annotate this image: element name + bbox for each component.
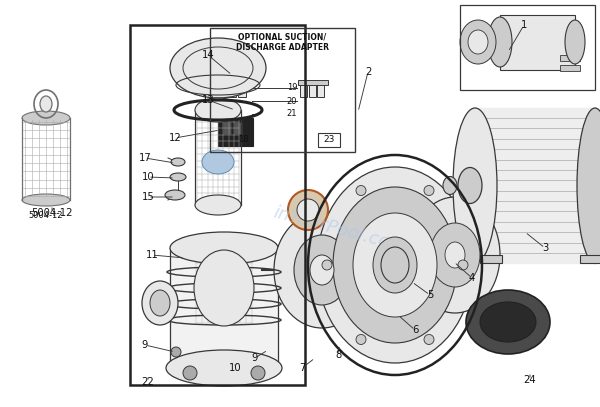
- Text: 17: 17: [139, 153, 151, 163]
- Ellipse shape: [458, 260, 468, 270]
- Ellipse shape: [170, 232, 278, 264]
- Bar: [560, 65, 580, 71]
- Ellipse shape: [424, 335, 434, 344]
- Bar: [238, 83, 246, 97]
- Text: 19: 19: [287, 83, 297, 92]
- Text: 14: 14: [202, 50, 214, 60]
- Text: 5004-12: 5004-12: [31, 208, 73, 218]
- Bar: [234, 122, 242, 134]
- Ellipse shape: [40, 96, 52, 112]
- Ellipse shape: [443, 177, 457, 195]
- Ellipse shape: [170, 173, 186, 181]
- Text: 10: 10: [229, 363, 241, 373]
- Ellipse shape: [183, 366, 197, 380]
- Ellipse shape: [480, 302, 536, 342]
- Ellipse shape: [565, 20, 585, 64]
- Ellipse shape: [458, 168, 482, 204]
- Bar: [210, 28, 355, 152]
- Ellipse shape: [468, 30, 488, 54]
- Text: 1: 1: [521, 20, 527, 30]
- Text: 10: 10: [142, 172, 154, 182]
- Text: inYourPool.com: inYourPool.com: [271, 204, 409, 256]
- Ellipse shape: [353, 213, 437, 317]
- Ellipse shape: [310, 255, 334, 285]
- Ellipse shape: [171, 347, 181, 357]
- Ellipse shape: [381, 247, 409, 283]
- Ellipse shape: [322, 260, 332, 270]
- Text: 22: 22: [142, 377, 154, 387]
- Bar: [309, 83, 316, 97]
- Ellipse shape: [251, 366, 265, 380]
- Ellipse shape: [195, 98, 241, 122]
- Ellipse shape: [294, 235, 350, 305]
- Ellipse shape: [166, 350, 282, 386]
- Ellipse shape: [356, 335, 366, 344]
- Bar: [218, 83, 226, 97]
- Text: 2: 2: [365, 67, 371, 77]
- Bar: [318, 133, 340, 147]
- Bar: [228, 83, 236, 97]
- Ellipse shape: [385, 252, 405, 278]
- Ellipse shape: [165, 190, 185, 200]
- Ellipse shape: [150, 290, 170, 316]
- Bar: [218, 118, 253, 146]
- Ellipse shape: [288, 190, 328, 230]
- Bar: [130, 25, 305, 385]
- Bar: [480, 255, 502, 263]
- Ellipse shape: [297, 199, 319, 221]
- Text: 5004-12: 5004-12: [29, 210, 63, 219]
- Bar: [580, 255, 600, 263]
- Text: 24: 24: [524, 375, 536, 385]
- Text: 20: 20: [287, 96, 297, 105]
- Bar: [317, 83, 324, 97]
- Text: 9: 9: [142, 340, 148, 350]
- Text: 23: 23: [323, 136, 335, 144]
- Ellipse shape: [142, 281, 178, 325]
- Text: 9: 9: [252, 353, 258, 363]
- Text: 7: 7: [299, 363, 305, 373]
- Text: 15: 15: [142, 192, 154, 202]
- Ellipse shape: [194, 250, 254, 326]
- Text: 3: 3: [542, 243, 548, 253]
- Ellipse shape: [466, 290, 550, 354]
- Bar: [460, 5, 595, 90]
- Ellipse shape: [424, 186, 434, 195]
- Bar: [215, 80, 250, 85]
- Ellipse shape: [195, 195, 241, 215]
- Bar: [500, 15, 575, 70]
- Bar: [298, 80, 328, 85]
- Ellipse shape: [202, 150, 234, 174]
- Ellipse shape: [171, 158, 185, 166]
- Ellipse shape: [274, 212, 370, 328]
- Ellipse shape: [460, 20, 496, 64]
- Ellipse shape: [317, 167, 473, 363]
- Text: 5: 5: [427, 290, 433, 300]
- Ellipse shape: [488, 17, 512, 67]
- Ellipse shape: [577, 108, 600, 263]
- Text: 8: 8: [335, 350, 341, 360]
- Text: 18: 18: [238, 136, 248, 144]
- Ellipse shape: [22, 194, 70, 206]
- Ellipse shape: [356, 186, 366, 195]
- Ellipse shape: [430, 223, 480, 287]
- Text: 12: 12: [169, 133, 181, 143]
- Ellipse shape: [453, 108, 497, 263]
- Text: 21: 21: [287, 109, 297, 118]
- Text: 11: 11: [146, 250, 158, 260]
- Ellipse shape: [373, 237, 417, 293]
- Ellipse shape: [22, 111, 70, 125]
- Ellipse shape: [445, 242, 465, 268]
- Bar: [223, 122, 231, 134]
- Ellipse shape: [333, 187, 457, 343]
- Text: 6: 6: [412, 325, 418, 335]
- Text: OPTIONAL SUCTION/
DISCHARGE ADAPTER: OPTIONAL SUCTION/ DISCHARGE ADAPTER: [236, 32, 329, 52]
- Text: 13: 13: [202, 95, 214, 105]
- Ellipse shape: [410, 197, 500, 313]
- Bar: [560, 55, 580, 61]
- Bar: [300, 83, 307, 97]
- Ellipse shape: [170, 38, 266, 98]
- Text: 4: 4: [469, 273, 475, 283]
